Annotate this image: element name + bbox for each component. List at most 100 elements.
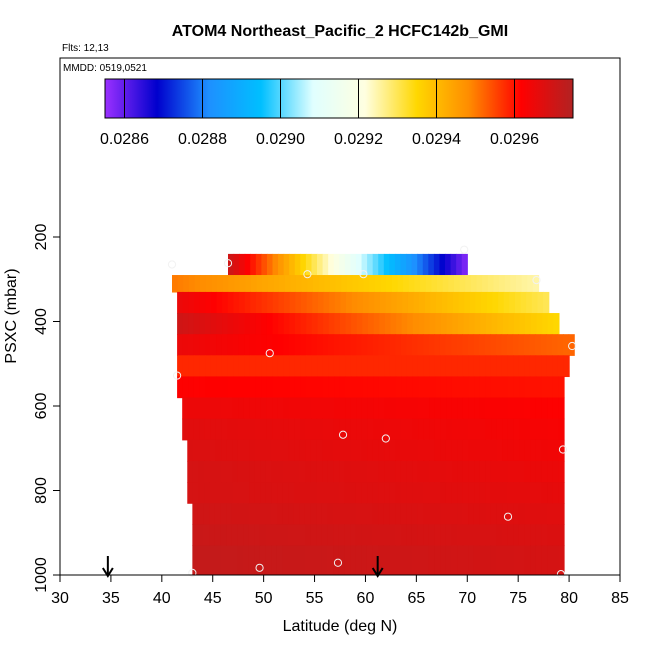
heatmap-cell xyxy=(254,545,261,575)
heatmap-cell xyxy=(502,524,509,547)
heatmap-cell xyxy=(519,376,526,399)
observation-point xyxy=(359,270,368,279)
observation-point xyxy=(167,260,177,269)
heatmap-cell xyxy=(192,545,199,575)
heatmap-cell xyxy=(300,355,307,378)
heatmap-cell xyxy=(210,313,217,335)
heatmap-cell xyxy=(193,418,200,441)
heatmap-cell xyxy=(323,291,330,314)
heatmap-cell xyxy=(187,397,195,420)
heatmap-cell xyxy=(356,355,363,378)
heatmap-cell xyxy=(261,291,268,314)
heatmap-cell xyxy=(512,334,519,356)
heatmap-cell xyxy=(322,253,329,276)
heatmap-cell xyxy=(255,418,262,441)
heatmap-cell xyxy=(547,418,554,441)
heatmap-cell xyxy=(417,460,425,483)
x-tick-label: 40 xyxy=(153,590,171,607)
heatmap-cell xyxy=(502,460,509,483)
heatmap-cell xyxy=(530,503,537,525)
heatmap-cell xyxy=(395,524,402,547)
heatmap-cell xyxy=(199,376,206,399)
heatmap-cell xyxy=(221,334,229,356)
heatmap-cell xyxy=(271,545,278,575)
heatmap-cell xyxy=(391,275,399,293)
heatmap-cell xyxy=(333,397,341,420)
heatmap-cell xyxy=(266,253,274,276)
heatmap-cell xyxy=(321,524,329,547)
heatmap-cell xyxy=(272,397,279,420)
heatmap-cell xyxy=(457,524,464,547)
heatmap-cell xyxy=(249,355,257,378)
heatmap-cell xyxy=(282,439,290,462)
heatmap-cell xyxy=(243,460,250,483)
observation-point xyxy=(333,558,343,567)
heatmap-cell xyxy=(339,376,346,399)
heatmap-cell xyxy=(214,524,222,547)
heatmap-cell xyxy=(210,376,217,399)
heatmap-cell xyxy=(199,313,206,335)
flight-arrow xyxy=(102,556,114,578)
heatmap-cell xyxy=(424,291,432,314)
heatmap-cell xyxy=(248,545,255,575)
heatmap-cell xyxy=(182,397,189,420)
heatmap-cell xyxy=(531,291,539,314)
heatmap-cell xyxy=(367,418,374,441)
heatmap-cell xyxy=(496,355,503,378)
x-tick-label: 85 xyxy=(611,590,629,607)
heatmap-cell xyxy=(216,291,223,314)
heatmap-cell xyxy=(462,418,470,441)
observation-point xyxy=(223,259,233,268)
heatmap-cell xyxy=(226,439,233,462)
heatmap-cell xyxy=(465,275,472,293)
heatmap-cell xyxy=(519,460,526,483)
heatmap-cell xyxy=(226,460,233,483)
heatmap-cell xyxy=(434,418,442,441)
heatmap-cell xyxy=(384,397,391,420)
heatmap-cell xyxy=(322,439,329,462)
heatmap-cell xyxy=(233,291,240,314)
heatmap-cell xyxy=(339,253,346,276)
heatmap-cell xyxy=(527,275,534,293)
heatmap-cell xyxy=(502,482,509,504)
heatmap-cell xyxy=(495,334,503,356)
heatmap-cell xyxy=(485,524,492,547)
heatmap-cell xyxy=(293,545,300,575)
heatmap-cell xyxy=(530,397,537,420)
heatmap-cell xyxy=(397,275,404,293)
heatmap-cell xyxy=(254,482,261,504)
heatmap-cell xyxy=(199,397,206,420)
heatmap-cell xyxy=(552,376,559,399)
heatmap-cell xyxy=(333,334,340,356)
heatmap-cell xyxy=(396,313,403,335)
heatmap-cell xyxy=(414,275,421,293)
heatmap-cell xyxy=(396,291,403,314)
heatmap-cell xyxy=(475,291,482,314)
heatmap-cell xyxy=(288,397,296,420)
heatmap-cell xyxy=(244,376,251,399)
heatmap-cell xyxy=(304,524,312,547)
heatmap-cell xyxy=(451,524,458,547)
y-tick-label: 600 xyxy=(33,393,50,420)
heatmap-cell xyxy=(232,418,239,441)
heatmap-cell xyxy=(383,524,391,547)
heatmap-cell xyxy=(446,313,453,335)
heatmap-cell xyxy=(192,439,200,462)
heatmap-cell xyxy=(339,334,346,356)
heatmap-cell xyxy=(288,482,295,504)
heatmap-cell xyxy=(321,545,329,575)
observation-point xyxy=(381,434,390,443)
heatmap-cell xyxy=(310,460,318,483)
heatmap-cell xyxy=(462,545,469,575)
heatmap-cell xyxy=(301,275,308,293)
heatmap-cell xyxy=(210,397,217,420)
heatmap-cell xyxy=(355,439,363,462)
heatmap-cell xyxy=(445,482,453,504)
heatmap-cell xyxy=(294,376,302,399)
heatmap-cell xyxy=(406,460,413,483)
heatmap-cell xyxy=(515,275,523,293)
heatmap-cell xyxy=(333,503,340,525)
heatmap-cell xyxy=(558,545,565,575)
heatmap-cell xyxy=(406,397,413,420)
heatmap-cell xyxy=(468,482,475,504)
